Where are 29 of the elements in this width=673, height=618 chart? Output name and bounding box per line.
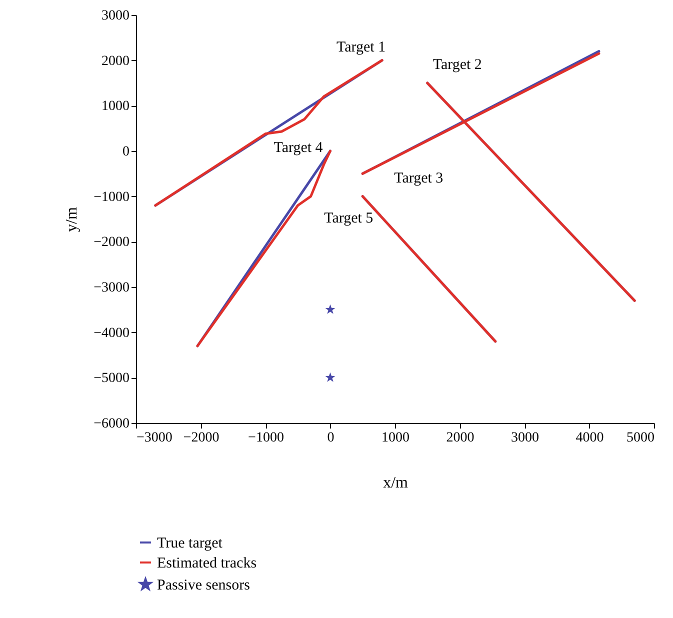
y-tick-label: −3000 [94, 280, 130, 296]
x-tick-label: 4000 [576, 430, 604, 446]
annotation: Target 2 [432, 57, 482, 73]
x-tick-label: 5000 [626, 430, 654, 446]
annotation: Target 5 [324, 210, 374, 226]
y-tick-label: 2000 [102, 54, 130, 69]
y-tick-label: −4000 [94, 326, 130, 341]
y-tick-label: −2000 [94, 235, 130, 250]
y-tick-label: 0 [122, 144, 130, 160]
y-tick-label: 3000 [102, 8, 130, 24]
annotation: Target 3 [394, 170, 444, 187]
y-tick-label: 1000 [102, 99, 130, 114]
annotation: Target 4 [274, 140, 324, 156]
x-tick-label: −3000 [136, 430, 172, 446]
annotation: Target 1 [336, 39, 386, 56]
legend-label: Estimated tracks [157, 556, 257, 572]
x-tick-label: 2000 [446, 430, 474, 446]
legend-label: True target [157, 536, 224, 552]
y-axis-title: y/m [64, 206, 81, 232]
legend-label: Passive sensors [157, 578, 250, 594]
x-tick-label: −1000 [248, 430, 284, 446]
x-tick-label: 0 [327, 430, 334, 446]
y-tick-label: −1000 [94, 190, 130, 205]
x-tick-label: 3000 [511, 430, 539, 446]
x-tick-label: −2000 [183, 430, 220, 446]
x-tick-label: 1000 [382, 430, 410, 446]
y-tick-label: −6000 [94, 416, 130, 432]
y-tick-label: −5000 [94, 371, 130, 386]
x-axis-title: x/m [383, 474, 408, 492]
